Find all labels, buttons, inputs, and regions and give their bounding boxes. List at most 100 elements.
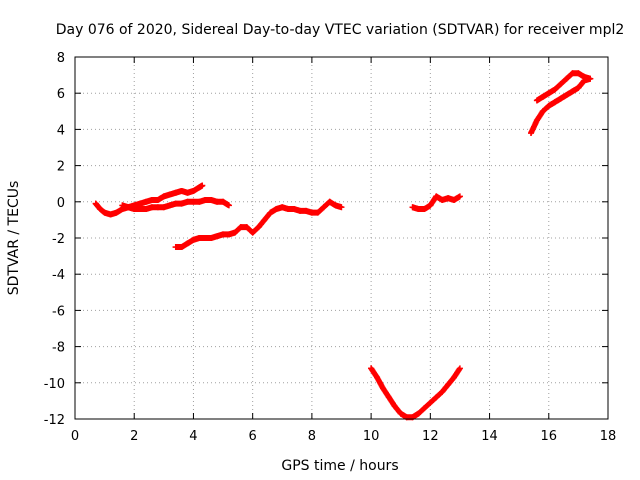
data-point (569, 88, 576, 95)
data-point (214, 198, 221, 205)
data-point (202, 235, 209, 241)
y-tick-label: -8 (52, 341, 65, 356)
data-point (320, 204, 327, 211)
data-point (445, 381, 452, 388)
y-tick-label: 8 (57, 51, 65, 66)
data-point (107, 211, 114, 218)
x-tick-label: 4 (189, 429, 197, 444)
data-point (225, 231, 232, 238)
data-point (214, 233, 221, 240)
data-point (160, 193, 167, 200)
data-point (451, 374, 458, 381)
y-tick-label: 0 (57, 196, 65, 211)
data-point (208, 196, 215, 203)
data-point (533, 117, 540, 124)
data-point (421, 206, 428, 213)
data-points (92, 70, 594, 421)
data-point (569, 70, 576, 77)
data-point (557, 81, 564, 88)
data-point (326, 198, 333, 205)
data-point (581, 73, 588, 80)
data-point (415, 206, 422, 213)
data-point (551, 86, 558, 93)
data-point (575, 84, 582, 91)
data-point (178, 244, 185, 251)
data-point (308, 209, 315, 216)
data-point (131, 206, 138, 213)
data-point (557, 95, 564, 102)
data-point (154, 196, 161, 203)
data-point (92, 200, 99, 207)
data-point (125, 204, 132, 211)
data-point (190, 187, 197, 194)
data-point (119, 202, 126, 209)
data-point (220, 231, 227, 238)
y-tick-label: 2 (57, 160, 65, 175)
data-point (391, 403, 398, 410)
data-point (137, 206, 144, 213)
data-point (267, 209, 274, 216)
data-point (439, 196, 446, 203)
data-point (220, 198, 227, 205)
series-3 (368, 365, 463, 421)
grid-lines (75, 57, 608, 419)
data-point (385, 394, 392, 401)
data-point (291, 206, 298, 213)
data-point (202, 196, 209, 203)
x-tick-label: 16 (541, 429, 558, 444)
series-1 (119, 196, 232, 213)
data-point (166, 202, 173, 209)
x-tick-label: 6 (249, 429, 257, 444)
data-point (451, 196, 458, 203)
y-tick-label: 4 (57, 123, 65, 138)
x-tick-label: 12 (422, 429, 439, 444)
data-point (97, 206, 104, 213)
data-point (563, 75, 570, 82)
marker-trail (368, 365, 463, 421)
data-point (184, 240, 191, 247)
data-point (184, 189, 191, 196)
plot-frame (74, 56, 609, 420)
data-point (539, 108, 546, 115)
data-point (196, 198, 203, 205)
data-point (231, 229, 238, 236)
y-tick-label: -2 (52, 232, 65, 247)
data-point (178, 187, 185, 194)
data-point (439, 388, 446, 395)
chart-title: Day 076 of 2020, Sidereal Day-to-day VTE… (56, 22, 625, 38)
data-point (528, 130, 535, 137)
y-tick-label: -6 (52, 304, 65, 319)
data-point (545, 102, 552, 109)
data-point (225, 202, 232, 209)
data-point (427, 399, 434, 406)
data-point (208, 235, 215, 241)
y-tick-label: -4 (52, 268, 65, 283)
x-tick-label: 14 (481, 429, 498, 444)
data-point (332, 202, 339, 209)
x-tick-label: 10 (363, 429, 380, 444)
y-tick-label: -12 (44, 413, 65, 428)
data-point (172, 244, 179, 251)
x-tick-label: 8 (308, 429, 316, 444)
series-4 (409, 193, 463, 213)
data-point (148, 196, 155, 203)
data-point (166, 191, 173, 198)
data-point (456, 193, 463, 200)
data-point (421, 405, 428, 412)
data-point (433, 394, 440, 401)
data-point (338, 204, 345, 211)
data-point (533, 97, 540, 104)
data-point (314, 209, 321, 216)
data-point (379, 385, 386, 392)
data-point (196, 235, 203, 241)
data-point (172, 200, 179, 207)
data-point (255, 224, 262, 231)
data-point (433, 193, 440, 200)
data-point (545, 90, 552, 97)
data-point (445, 195, 452, 202)
data-point (456, 365, 463, 372)
data-point (184, 198, 191, 205)
data-point (415, 410, 422, 417)
data-point (113, 209, 120, 216)
